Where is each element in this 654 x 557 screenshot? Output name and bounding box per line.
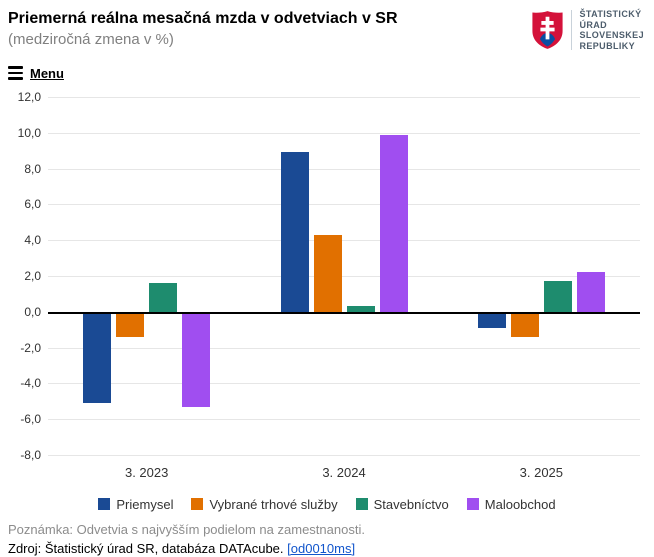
y-axis-tick-label: 4,0: [24, 233, 41, 248]
gridline: [48, 419, 640, 421]
gridline: [48, 204, 640, 206]
chart-legend: Priemysel Vybrané trhové služby Stavebníct…: [8, 495, 646, 513]
logo-line: REPUBLIKY: [579, 40, 636, 51]
legend-swatch: [466, 498, 479, 510]
legend-item-stavebn-ctvo[interactable]: Stavebníctvo: [355, 496, 449, 512]
gridline: [48, 168, 640, 170]
y-axis-tick-label: 8,0: [24, 161, 41, 176]
legend-item-vybran-trhov-slu-by[interactable]: Vybrané trhové služby: [191, 496, 338, 512]
gridline: [48, 276, 640, 277]
y-axis-tick-label: -4,0: [20, 376, 41, 391]
y-axis-tick-label: -8,0: [20, 448, 41, 462]
chart-menu-button[interactable]: Menu: [8, 63, 78, 83]
bar-stavebn-ctvo-32024[interactable]: [346, 306, 375, 312]
title-block: Priemerná reálna mesačná mzda v odvetvia…: [8, 8, 398, 50]
legend-swatch: [191, 498, 204, 510]
gridline: [48, 97, 640, 98]
y-axis-tick-label: -2,0: [20, 340, 41, 355]
x-axis-category-label: 3. 2024: [322, 465, 366, 480]
susr-logo: ŠTATISTICKÝ ÚRAD SLOVENSKEJ REPUBLIKY: [531, 9, 644, 51]
header: Priemerná reálna mesačná mzda v odvetvia…: [8, 8, 646, 51]
gridline: [48, 132, 640, 134]
logo-line: SLOVENSKEJ: [579, 30, 644, 40]
logo-divider: [571, 10, 573, 50]
source-text: Zdroj: Štatistický úrad SR, databáza DAT…: [8, 541, 288, 556]
y-axis-tick-label: 0,0: [24, 304, 41, 319]
legend-label: Vybrané trhové služby: [209, 496, 338, 512]
chart-subtitle: (medziročná zmena v %): [8, 31, 174, 48]
bar-vybran-trhov-slu-by-32025[interactable]: [510, 311, 539, 337]
bar-stavebn-ctvo-32023[interactable]: [149, 283, 178, 312]
bar-priemysel-32023[interactable]: [83, 311, 112, 404]
menu-label: Menu: [30, 65, 64, 81]
x-axis-category-label: 3. 2023: [124, 465, 169, 480]
bar-maloobchod-32025[interactable]: [576, 272, 605, 312]
bar-priemysel-32025[interactable]: [477, 311, 506, 328]
source-link[interactable]: [od0010ms]: [287, 541, 356, 556]
y-axis-tick-label: 10,0: [17, 125, 41, 140]
chart-source: Zdroj: Štatistický úrad SR, databáza DAT…: [8, 540, 646, 557]
y-axis-tick-label: 2,0: [24, 269, 41, 283]
legend-item-priemysel[interactable]: Priemysel: [98, 497, 173, 512]
legend-swatch: [355, 498, 368, 510]
hamburger-icon: [8, 66, 23, 80]
logo-line: ŠTATISTICKÝ: [579, 9, 642, 19]
legend-label: Stavebníctvo: [373, 496, 449, 512]
bar-vybran-trhov-slu-by-32024[interactable]: [313, 234, 342, 312]
y-axis-tick-label: 6,0: [24, 197, 41, 212]
legend-label: Maloobchod: [484, 496, 556, 512]
bar-stavebn-ctvo-32025[interactable]: [543, 281, 572, 312]
legend-item-maloobchod[interactable]: Maloobchod: [466, 496, 556, 512]
legend-swatch: [98, 498, 111, 510]
gridline: [48, 240, 640, 242]
logo-text: ŠTATISTICKÝ ÚRAD SLOVENSKEJ REPUBLIKY: [579, 9, 644, 51]
y-axis-tick-label: -6,0: [20, 412, 41, 427]
zero-axis-line: [48, 311, 640, 314]
gridline: [48, 347, 640, 349]
gridline: [48, 383, 640, 385]
gridline: [48, 455, 640, 456]
chart-note: Poznámka: Odvetvia s najvyšším podielom …: [8, 522, 365, 537]
y-axis-tick-label: 12,0: [17, 90, 41, 104]
bar-maloobchod-32023[interactable]: [182, 311, 211, 407]
bar-priemysel-32024[interactable]: [280, 152, 309, 312]
logo-line: ÚRAD: [579, 19, 608, 30]
bar-chart-plot-area: 12,0 10,0 8,0 6,0 4,0 2,0 0,0 -2,0 -4,0 -6,0 -8,0 3…: [8, 87, 646, 489]
chart-title: Priemerná reálna mesačná mzda v odvetvia…: [8, 10, 398, 27]
slovak-emblem-icon: [532, 11, 564, 49]
bar-maloobchod-32024[interactable]: [379, 134, 408, 312]
legend-label: Priemysel: [116, 496, 174, 512]
x-axis-category-label: 3. 2025: [519, 465, 564, 480]
bar-vybran-trhov-slu-by-32023[interactable]: [116, 311, 145, 337]
